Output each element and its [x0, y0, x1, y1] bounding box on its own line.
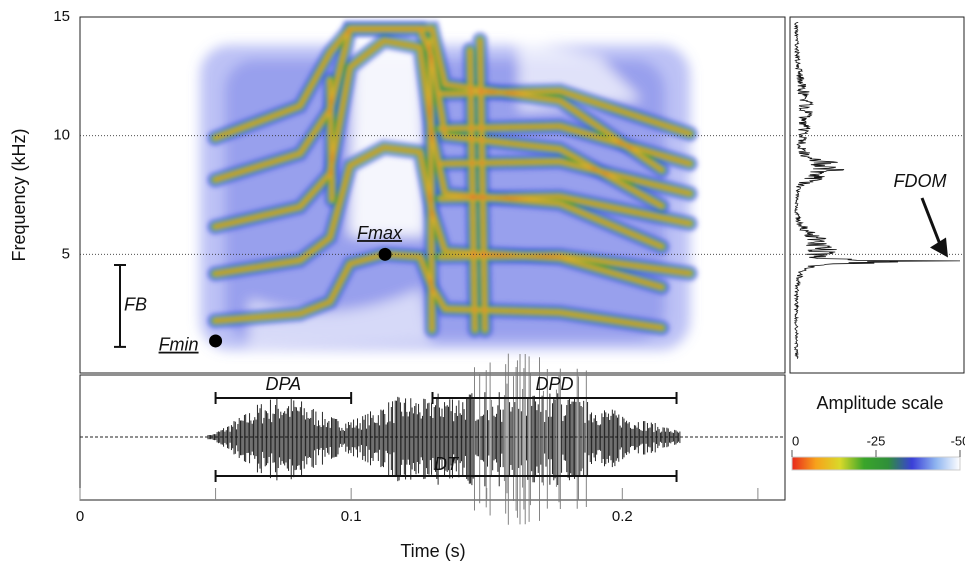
- y-tick-label: 15: [53, 8, 70, 25]
- point: [378, 247, 392, 261]
- x-tick-label: 0: [76, 508, 84, 525]
- harmonic: [439, 254, 691, 275]
- fdom-arrow: [920, 197, 944, 250]
- y-axis-label: Frequency (kHz): [9, 128, 29, 261]
- waveform: [80, 353, 785, 525]
- power-spectrum: [793, 21, 961, 359]
- harmonic: [439, 195, 691, 225]
- point-label: Fmin: [159, 335, 199, 355]
- colorbar: [791, 456, 961, 471]
- cloud-gap: [350, 30, 425, 235]
- harmonic: [439, 90, 691, 135]
- bracket-label: DPD: [536, 374, 574, 394]
- colorbar-tick-label: -25: [867, 433, 886, 448]
- colorbar-tick-label: 0: [792, 433, 799, 448]
- point-label: Fmax: [357, 223, 403, 243]
- spectrogram-image: [200, 20, 698, 350]
- x-tick-label: 0.2: [612, 508, 633, 525]
- fdom-label: FDOM: [894, 171, 947, 191]
- harmonic: [439, 160, 691, 195]
- harmonic: [329, 39, 486, 331]
- colorbar-tick-label: -50: [951, 433, 965, 448]
- fb-label: FB: [124, 295, 147, 315]
- harmonics: [207, 20, 698, 338]
- harmonic: [214, 39, 663, 248]
- y-tick-label: 10: [53, 127, 70, 144]
- cloud-gap: [250, 290, 430, 345]
- amplitude-scale-title: Amplitude scale: [816, 393, 943, 413]
- harmonic: [214, 253, 663, 329]
- fdom-arrowhead: [930, 237, 948, 258]
- spectrum-frame: [789, 16, 965, 374]
- harmonic: [439, 125, 691, 165]
- bracket-label: DT: [434, 454, 460, 474]
- point: [209, 334, 223, 348]
- y-tick-label: 5: [62, 245, 70, 262]
- x-axis-label: Time (s): [400, 541, 465, 561]
- harmonic: [214, 146, 663, 289]
- spectrum-line: [793, 21, 961, 359]
- x-tick-label: 0.1: [341, 508, 362, 525]
- bracket-label: DPA: [266, 374, 302, 394]
